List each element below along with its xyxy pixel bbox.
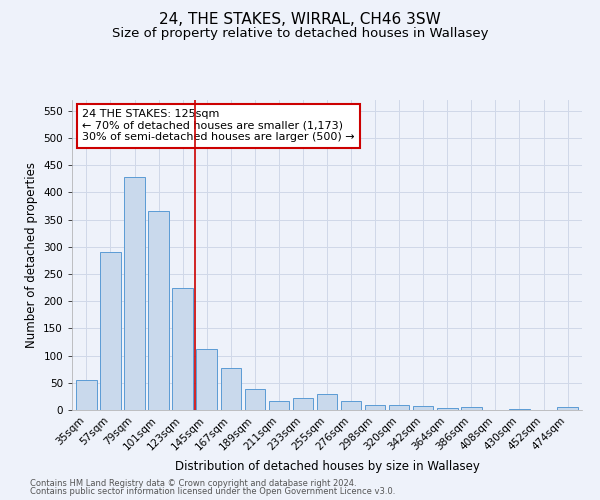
Bar — [437, 408, 458, 410]
X-axis label: Distribution of detached houses by size in Wallasey: Distribution of detached houses by size … — [175, 460, 479, 473]
Bar — [269, 401, 289, 410]
Y-axis label: Number of detached properties: Number of detached properties — [25, 162, 38, 348]
Bar — [221, 368, 241, 410]
Bar — [365, 404, 385, 410]
Bar — [148, 212, 169, 410]
Bar — [461, 408, 482, 410]
Bar — [124, 177, 145, 410]
Bar — [389, 404, 409, 410]
Text: Contains public sector information licensed under the Open Government Licence v3: Contains public sector information licen… — [30, 487, 395, 496]
Text: 24, THE STAKES, WIRRAL, CH46 3SW: 24, THE STAKES, WIRRAL, CH46 3SW — [159, 12, 441, 28]
Bar — [245, 390, 265, 410]
Bar — [196, 348, 217, 410]
Bar — [317, 394, 337, 410]
Bar — [413, 406, 433, 410]
Text: 24 THE STAKES: 125sqm
← 70% of detached houses are smaller (1,173)
30% of semi-d: 24 THE STAKES: 125sqm ← 70% of detached … — [82, 110, 355, 142]
Bar — [172, 288, 193, 410]
Bar — [76, 380, 97, 410]
Text: Size of property relative to detached houses in Wallasey: Size of property relative to detached ho… — [112, 28, 488, 40]
Text: Contains HM Land Registry data © Crown copyright and database right 2024.: Contains HM Land Registry data © Crown c… — [30, 478, 356, 488]
Bar — [293, 398, 313, 410]
Bar — [100, 252, 121, 410]
Bar — [341, 402, 361, 410]
Bar — [557, 408, 578, 410]
